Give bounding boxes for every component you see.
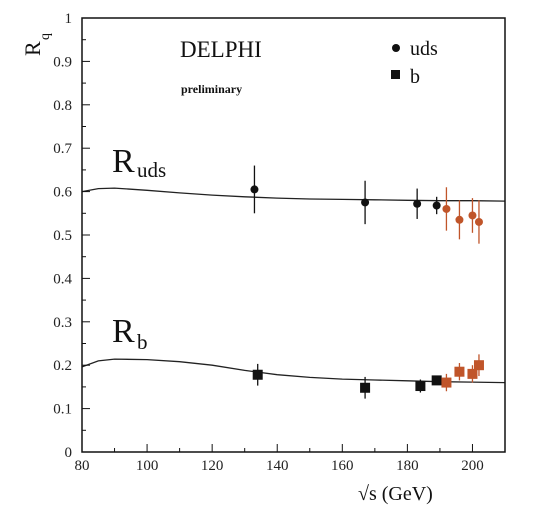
theory-curve-uds <box>81 187 506 202</box>
rb-label-main: R <box>112 313 135 350</box>
data-point-uds <box>474 217 483 226</box>
y-tick-label: 1 <box>65 11 73 27</box>
data-point-b <box>441 377 452 388</box>
y-axis-ticks: 0 0.1 0.2 0.3 0.4 0.5 0.6 0.7 0.8 0.9 1 <box>53 11 90 461</box>
data-point-uds <box>413 199 422 208</box>
data-point-uds <box>442 204 451 213</box>
data-point-b <box>252 369 263 380</box>
x-tick-label: 100 <box>136 458 159 474</box>
experiment-label: DELPHI <box>180 37 262 62</box>
y-tick-label: 0.1 <box>53 402 72 418</box>
x-tick-label: 160 <box>331 458 354 474</box>
data-point-b <box>360 382 371 393</box>
legend: uds b <box>391 38 438 88</box>
rb-label-sub: b <box>137 330 148 354</box>
preliminary-label: preliminary <box>181 82 242 96</box>
theory-curve-b <box>81 358 506 384</box>
y-tick-label: 0.9 <box>53 54 72 70</box>
data-points <box>250 165 484 399</box>
y-tick-label: 0 <box>65 445 73 461</box>
theory-curves <box>81 187 506 384</box>
y-axis-title-main: R <box>20 41 45 56</box>
y-tick-label: 0.4 <box>53 271 72 287</box>
x-tick-label: 120 <box>201 458 224 474</box>
data-point-uds <box>432 201 441 210</box>
data-point-b <box>473 360 484 371</box>
y-axis-title-sub: q <box>38 33 53 40</box>
x-tick-label: 180 <box>396 458 419 474</box>
y-tick-label: 0.5 <box>53 228 72 244</box>
x-tick-label: 80 <box>75 458 90 474</box>
data-point-b <box>454 366 465 377</box>
ruds-label-main: R <box>112 143 135 180</box>
x-axis-ticks: 80 100 120 140 160 180 200 <box>75 444 506 474</box>
x-tick-label: 200 <box>461 458 484 474</box>
y-tick-label: 0.7 <box>53 141 72 157</box>
ruds-label-sub: uds <box>137 158 166 182</box>
data-point-b <box>431 375 442 386</box>
data-point-uds <box>455 215 464 224</box>
legend-label-uds: uds <box>410 38 438 60</box>
legend-label-b: b <box>410 66 420 88</box>
y-tick-label: 0.3 <box>53 315 72 331</box>
data-point-uds <box>361 198 370 207</box>
data-point-uds <box>250 185 259 194</box>
data-point-uds <box>468 211 477 220</box>
y-tick-label: 0.8 <box>53 98 72 114</box>
x-tick-label: 140 <box>266 458 289 474</box>
legend-marker-b <box>391 70 400 79</box>
data-point-b <box>415 381 426 392</box>
y-tick-label: 0.2 <box>53 358 72 374</box>
legend-marker-uds <box>392 44 400 52</box>
x-axis-title: √s (GeV) <box>358 483 433 505</box>
y-axis-title: R q <box>20 33 53 56</box>
data-point-b <box>467 368 478 379</box>
y-tick-label: 0.6 <box>53 185 72 201</box>
